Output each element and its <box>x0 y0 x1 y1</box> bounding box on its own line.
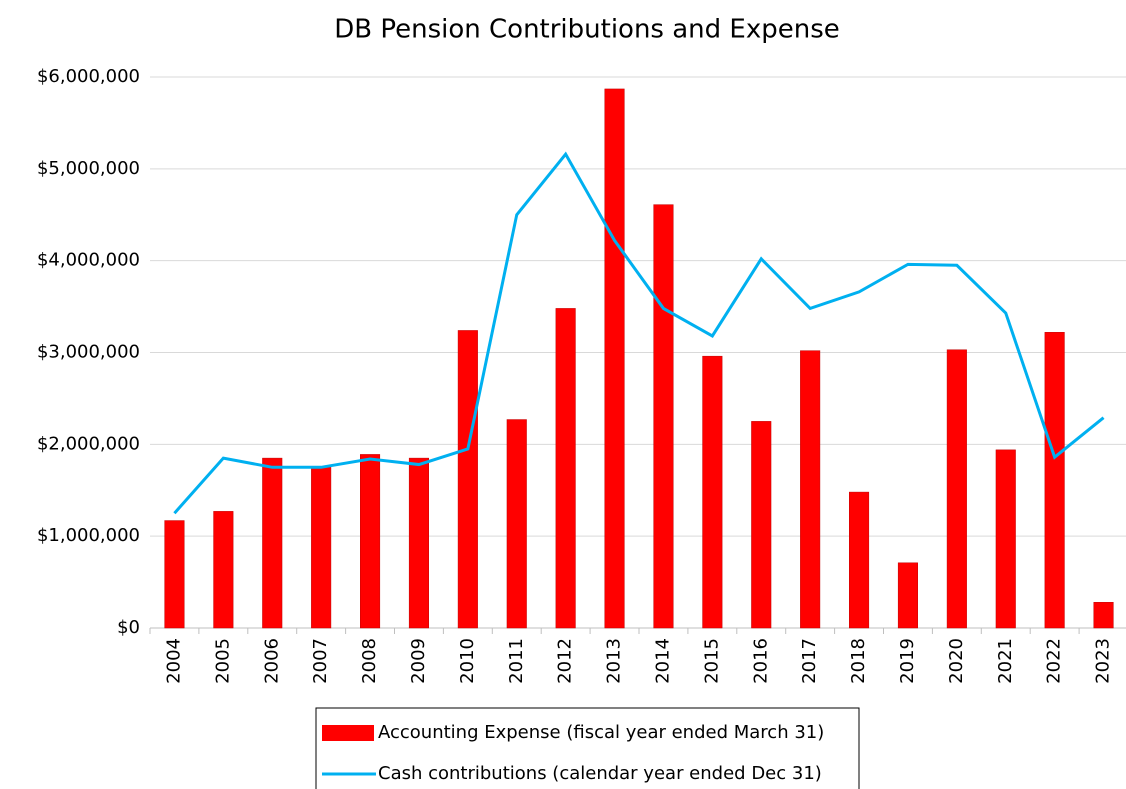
bar <box>751 421 772 629</box>
bar <box>457 330 478 629</box>
bar <box>946 349 967 629</box>
x-tick-label: 2005 <box>212 638 233 684</box>
bar <box>262 457 283 629</box>
x-tick-label: 2008 <box>359 638 380 684</box>
bar <box>1044 332 1065 629</box>
bar <box>604 88 625 629</box>
x-tick-label: 2020 <box>946 638 967 684</box>
x-tick-label: 2017 <box>799 638 820 684</box>
bar <box>506 419 527 629</box>
legend-swatch <box>322 725 374 741</box>
bar <box>653 204 674 629</box>
chart-title: DB Pension Contributions and Expense <box>334 15 840 45</box>
x-tick-label: 2016 <box>750 638 771 684</box>
y-tick-label: $6,000,000 <box>37 66 140 87</box>
line <box>173 151 1105 515</box>
bar <box>360 454 381 629</box>
x-tick-label: 2018 <box>848 638 869 684</box>
x-tick-label: 2010 <box>457 638 478 684</box>
bar <box>800 350 821 629</box>
bar <box>311 467 332 629</box>
y-tick-label: $2,000,000 <box>37 433 140 454</box>
bar <box>408 457 429 629</box>
x-tick-label: 2006 <box>261 638 282 684</box>
bar <box>555 308 576 629</box>
bar <box>849 491 870 629</box>
bar <box>702 355 723 629</box>
y-tick-label: $5,000,000 <box>37 158 140 179</box>
y-tick-label: $0 <box>117 617 140 638</box>
x-tick-label: 2014 <box>652 638 673 684</box>
legend-box <box>315 707 860 789</box>
x-tick-label: 2004 <box>163 638 184 684</box>
bar <box>213 511 234 629</box>
x-tick-label: 2011 <box>506 638 527 684</box>
bar <box>995 449 1016 629</box>
bar <box>897 562 918 629</box>
y-tick-label: $3,000,000 <box>37 342 140 363</box>
x-tick-label: 2023 <box>1093 638 1114 684</box>
x-tick-label: 2015 <box>701 638 722 684</box>
legend-label: Accounting Expense (fiscal year ended Ma… <box>378 722 824 743</box>
bar <box>164 520 185 629</box>
bar <box>1093 602 1114 629</box>
legend-label: Cash contributions (calendar year ended … <box>378 763 822 784</box>
x-tick-label: 2012 <box>555 638 576 684</box>
x-tick-label: 2021 <box>995 638 1016 684</box>
x-tick-label: 2022 <box>1044 638 1065 684</box>
x-tick-label: 2013 <box>604 638 625 684</box>
y-tick-label: $1,000,000 <box>37 525 140 546</box>
x-tick-label: 2019 <box>897 638 918 684</box>
x-tick-label: 2009 <box>408 638 429 684</box>
x-tick-label: 2007 <box>310 638 331 684</box>
y-tick-label: $4,000,000 <box>37 250 140 271</box>
